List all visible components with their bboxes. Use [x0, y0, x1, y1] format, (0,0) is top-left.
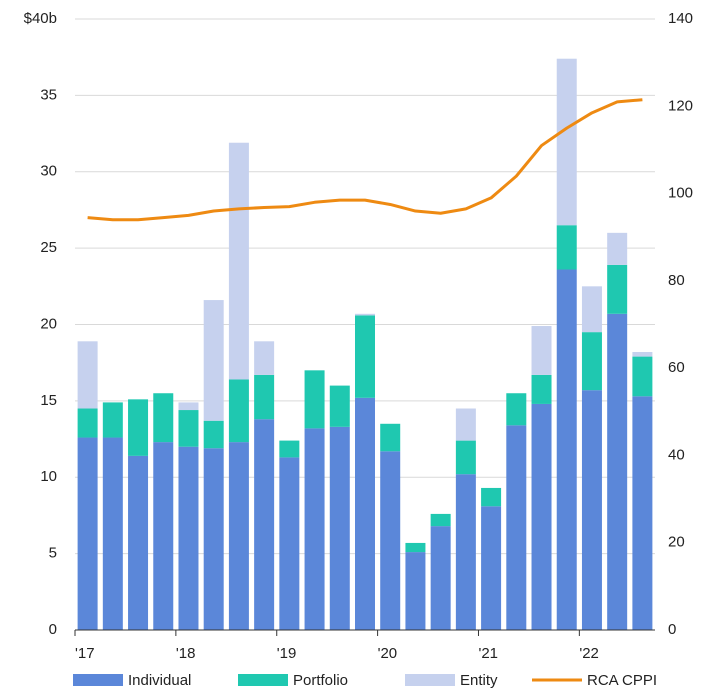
- bar-segment: [607, 264, 628, 314]
- bar-segment: [77, 341, 98, 409]
- bar-segment: [632, 356, 653, 397]
- bar-segment: [556, 225, 577, 270]
- bar-segment: [77, 408, 98, 438]
- x-tick-label: '20: [378, 645, 398, 662]
- bar-segment: [506, 425, 527, 630]
- legend-swatch: [73, 674, 123, 686]
- bar-segment: [556, 58, 577, 226]
- bar-segment: [607, 232, 628, 265]
- bar-segment: [481, 487, 502, 507]
- bar-segment: [228, 379, 249, 443]
- bar-segment: [430, 526, 451, 630]
- bar-segment: [355, 313, 375, 316]
- bar-segment: [430, 513, 451, 527]
- bar-segment: [531, 326, 552, 375]
- bar-segment: [203, 448, 224, 630]
- y2-tick-label: 100: [668, 185, 693, 202]
- bar-segment: [254, 374, 275, 420]
- bar-segment: [607, 313, 628, 630]
- y-tick-label: 0: [49, 621, 57, 638]
- bar-segment: [405, 552, 426, 630]
- x-tick-label: '21: [478, 645, 498, 662]
- bar-segment: [531, 403, 552, 630]
- bar-segment: [581, 332, 602, 391]
- bar-segment: [153, 393, 174, 443]
- bar-segment: [632, 351, 653, 357]
- bar-segment: [279, 440, 300, 458]
- bar-segment: [531, 374, 552, 404]
- y-tick-label: 35: [40, 86, 57, 103]
- x-tick-label: '22: [579, 645, 599, 662]
- y2-tick-label: 0: [668, 621, 676, 638]
- legend-swatch: [238, 674, 288, 686]
- bar-segment: [405, 542, 426, 553]
- y-tick-label: 20: [40, 315, 57, 332]
- legend-label: Entity: [460, 672, 498, 689]
- bar-segment: [455, 474, 476, 630]
- x-tick-label: '18: [176, 645, 196, 662]
- bar-segment: [380, 451, 401, 630]
- y-tick-label: 10: [40, 468, 57, 485]
- bar-segment: [455, 408, 476, 441]
- bar-segment: [228, 442, 249, 630]
- bar-segment: [203, 300, 224, 421]
- bar-segment: [455, 440, 476, 475]
- bar-segment: [178, 402, 199, 411]
- bar-segment: [153, 442, 174, 630]
- bar-segment: [254, 419, 275, 630]
- y-tick-label: 30: [40, 163, 57, 180]
- bar-segment: [178, 446, 199, 630]
- bar-segment: [304, 428, 325, 630]
- bar-segment: [178, 410, 199, 447]
- bar-segment: [581, 390, 602, 630]
- bar-segment: [77, 437, 98, 630]
- y-tick-label: 5: [49, 545, 57, 562]
- y-tick-label: 25: [40, 239, 57, 256]
- bar-segment: [102, 402, 123, 438]
- bar-segment: [128, 399, 149, 456]
- y2-tick-label: 60: [668, 359, 685, 376]
- y2-tick-label: 80: [668, 272, 685, 289]
- legend-label: Individual: [128, 672, 191, 689]
- bar-segment: [632, 396, 653, 630]
- bar-segment: [254, 341, 275, 375]
- bar-segment: [203, 420, 224, 449]
- y-tick-label: $40b: [24, 10, 57, 27]
- legend-swatch: [405, 674, 455, 686]
- legend-label: Portfolio: [293, 672, 348, 689]
- bar-segment: [128, 455, 149, 630]
- y2-tick-label: 40: [668, 446, 685, 463]
- bar-segment: [329, 426, 350, 630]
- bar-segment: [304, 370, 325, 429]
- bar-segment: [329, 385, 350, 427]
- y2-tick-label: 120: [668, 97, 693, 114]
- bar-segment: [102, 437, 123, 630]
- bar-segment: [581, 286, 602, 333]
- bar-segment: [506, 393, 527, 426]
- bar-segment: [355, 397, 375, 630]
- bar-segment: [556, 269, 577, 630]
- y2-tick-label: 140: [668, 10, 693, 27]
- bar-segment: [228, 142, 249, 380]
- bar-segment: [355, 315, 375, 398]
- bar-segment: [380, 423, 401, 452]
- y-tick-label: 15: [40, 392, 57, 409]
- line: [87, 98, 643, 222]
- bar-segment: [279, 457, 300, 630]
- x-tick-label: '17: [75, 645, 95, 662]
- bar-segment: [481, 506, 502, 630]
- legend-label: RCA CPPI: [587, 672, 657, 689]
- x-tick-label: '19: [277, 645, 297, 662]
- y2-tick-label: 20: [668, 534, 685, 551]
